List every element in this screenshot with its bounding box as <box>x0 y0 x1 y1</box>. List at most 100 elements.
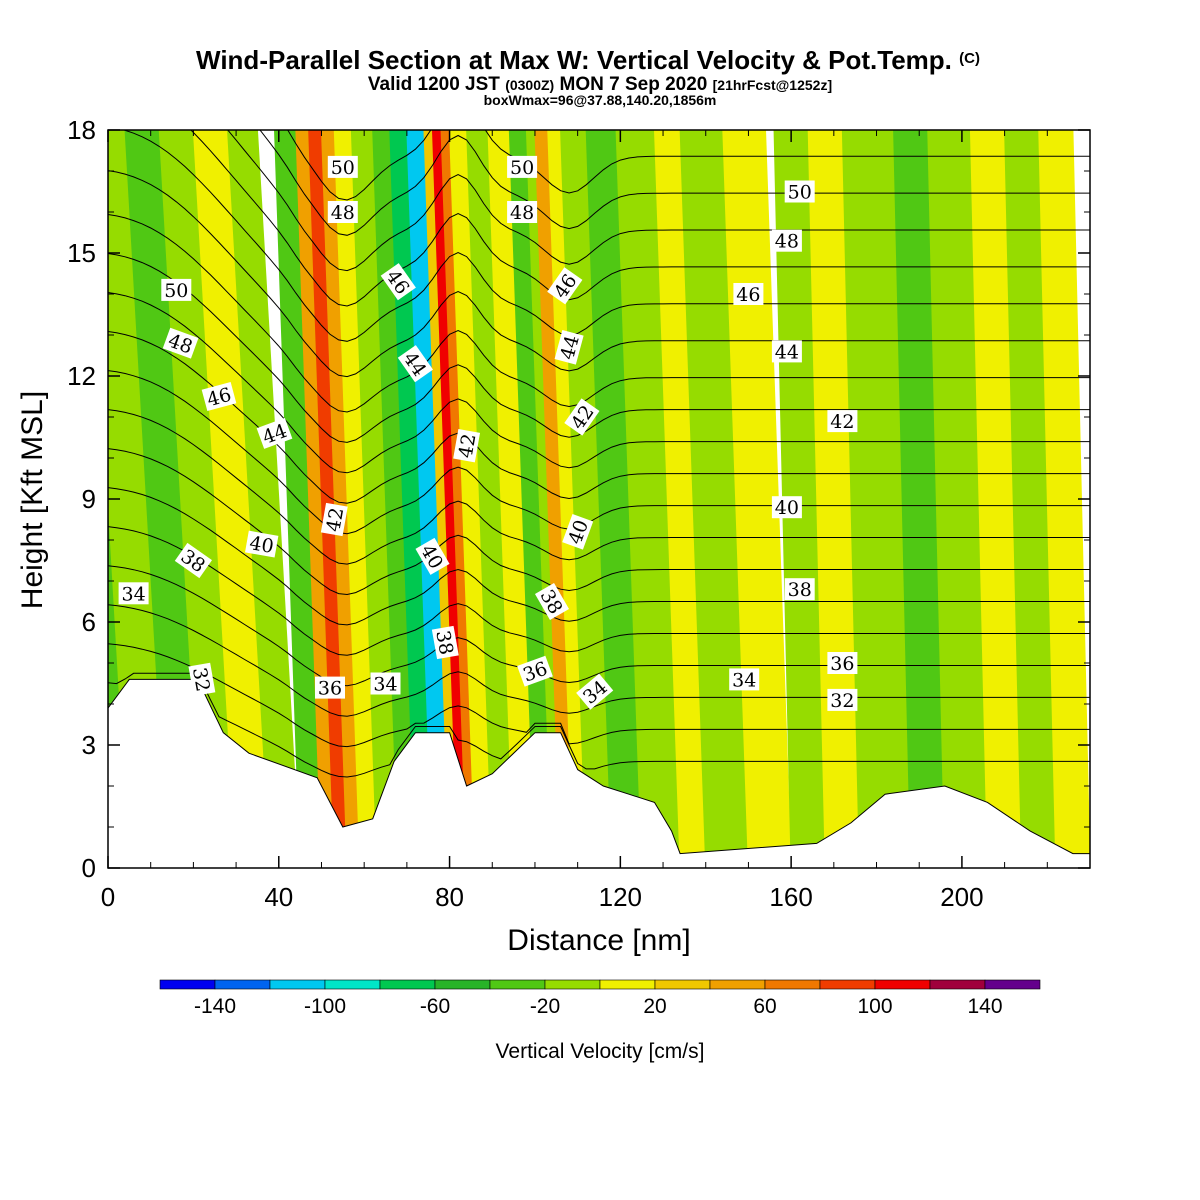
colorbar-swatch-5 <box>434 979 491 990</box>
colorbar-swatch-9 <box>654 979 711 990</box>
subtitle-utc: (0300Z) <box>505 77 554 93</box>
contour-label-text: 32 <box>830 690 854 712</box>
contour-label-text: 50 <box>331 157 355 179</box>
velocity-band-9 <box>320 130 361 868</box>
velocity-band-33 <box>841 130 912 868</box>
contour-label-box <box>245 530 279 558</box>
colorbar-swatch-2 <box>269 979 326 990</box>
contour-label-box <box>733 283 764 305</box>
y-tick-label: 3 <box>82 730 96 760</box>
contour-label-text: 32 <box>188 666 214 694</box>
x-tick-label: 200 <box>940 882 983 912</box>
chart-subtitle-2: boxWmax=96@37.88,140.20,1856m <box>484 92 717 108</box>
contour-label-8: 42 <box>827 410 858 433</box>
theta-contour-34 <box>108 604 1090 717</box>
x-tick-label: 0 <box>101 882 115 912</box>
theta-contour-35 <box>108 565 1090 687</box>
colorbar-swatch-1 <box>214 979 271 990</box>
y-tick-label: 9 <box>82 484 96 514</box>
contour-label-24: 42 <box>320 502 348 537</box>
contour-label-box <box>771 496 802 519</box>
colorbar-label: Vertical Velocity [cm/s] <box>496 1040 705 1063</box>
colorbar-swatch-7 <box>544 979 601 990</box>
y-axis-title: Height [Kft MSL] <box>16 391 49 609</box>
colorbar-tick-label: 60 <box>753 995 776 1018</box>
contour-label-box <box>507 155 538 178</box>
contour-label-box <box>771 229 802 252</box>
colorbar-swatch-6 <box>489 979 546 990</box>
contour-label-box <box>327 155 358 178</box>
colorbar-tick-label: -140 <box>194 995 236 1018</box>
contour-label-box <box>201 381 237 412</box>
contour-label-text: 34 <box>732 669 756 691</box>
y-tick-label: 18 <box>67 115 96 145</box>
velocity-band-16 <box>431 130 468 868</box>
colorbar-tick-label: -100 <box>304 995 346 1018</box>
colorbar-tick-label: 100 <box>857 995 892 1018</box>
theta-contour-48 <box>227 130 1090 272</box>
velocity-band-26 <box>585 130 643 868</box>
theta-contour-47 <box>190 130 1090 307</box>
theta-contour-46 <box>121 130 1090 342</box>
theta-contour-49 <box>259 130 1090 236</box>
contour-label-5: 48 <box>771 229 802 253</box>
theta-contour-33 <box>108 643 1090 748</box>
contour-label-text: 46 <box>736 284 760 306</box>
contour-label-text: 48 <box>510 202 534 224</box>
colorbar-swatch-10 <box>709 979 766 990</box>
theta-contour-45 <box>108 170 1090 378</box>
contour-label-box <box>562 513 594 550</box>
contour-label-box <box>162 327 199 359</box>
contour-label-12: 34 <box>729 668 760 691</box>
velocity-band-3 <box>158 130 237 868</box>
contour-label-box <box>431 625 459 660</box>
terrain-mask <box>108 678 1090 868</box>
contour-label-text: 50 <box>164 280 188 302</box>
subtitle-valid: Valid 1200 JST <box>368 74 500 95</box>
contour-label-box <box>771 340 802 363</box>
contour-label-box <box>517 655 553 687</box>
theta-contour-43 <box>108 253 1090 443</box>
velocity-band-35 <box>927 130 989 868</box>
y-tick-label: 6 <box>82 607 96 637</box>
contour-label-box <box>380 263 416 301</box>
velocity-band-27 <box>615 130 681 868</box>
contour-label-text: 34 <box>122 583 146 605</box>
contour-label-text: 42 <box>322 506 348 534</box>
contour-label-11: 36 <box>827 652 858 675</box>
contour-label-box <box>729 668 760 691</box>
contour-label-6: 46 <box>733 283 764 306</box>
contour-label-text: 50 <box>788 182 812 204</box>
theta-contour-39 <box>108 409 1090 565</box>
contour-label-7: 44 <box>771 340 802 363</box>
subtitle-forecast: [21hrFcst@1252z] <box>713 77 832 93</box>
contour-labels: 5048504850484644424038363432504846443840… <box>118 155 858 712</box>
contour-label-box <box>370 672 401 695</box>
velocity-band-24 <box>547 130 587 868</box>
contour-label-35: 36 <box>517 655 553 687</box>
contour-label-text: 42 <box>455 432 481 460</box>
x-tick-label: 120 <box>599 882 642 912</box>
contour-label-29: 42 <box>453 429 481 463</box>
colorbar-swatch-0 <box>159 979 216 990</box>
colorbar-swatch-14 <box>929 979 986 990</box>
velocity-band-15 <box>423 130 459 868</box>
x-tick-label: 160 <box>769 882 812 912</box>
contour-label-27: 36 <box>315 676 345 700</box>
contour-label-16: 46 <box>201 381 237 412</box>
theta-contour-32 <box>108 672 1090 778</box>
contour-label-box <box>256 417 293 449</box>
colorbar-swatch-4 <box>379 979 436 990</box>
contour-label-box <box>320 502 348 537</box>
colorbar-swatch-13 <box>874 979 931 990</box>
contour-label-text: 36 <box>830 653 854 675</box>
contour-label-text: 38 <box>788 579 812 601</box>
y-tick-label: 12 <box>67 361 96 391</box>
contour-label-box <box>507 201 538 223</box>
colorbar-swatch-11 <box>764 979 821 990</box>
contour-label-10: 38 <box>784 578 815 601</box>
contour-label-1: 48 <box>327 201 358 224</box>
velocity-band-12 <box>372 130 416 868</box>
